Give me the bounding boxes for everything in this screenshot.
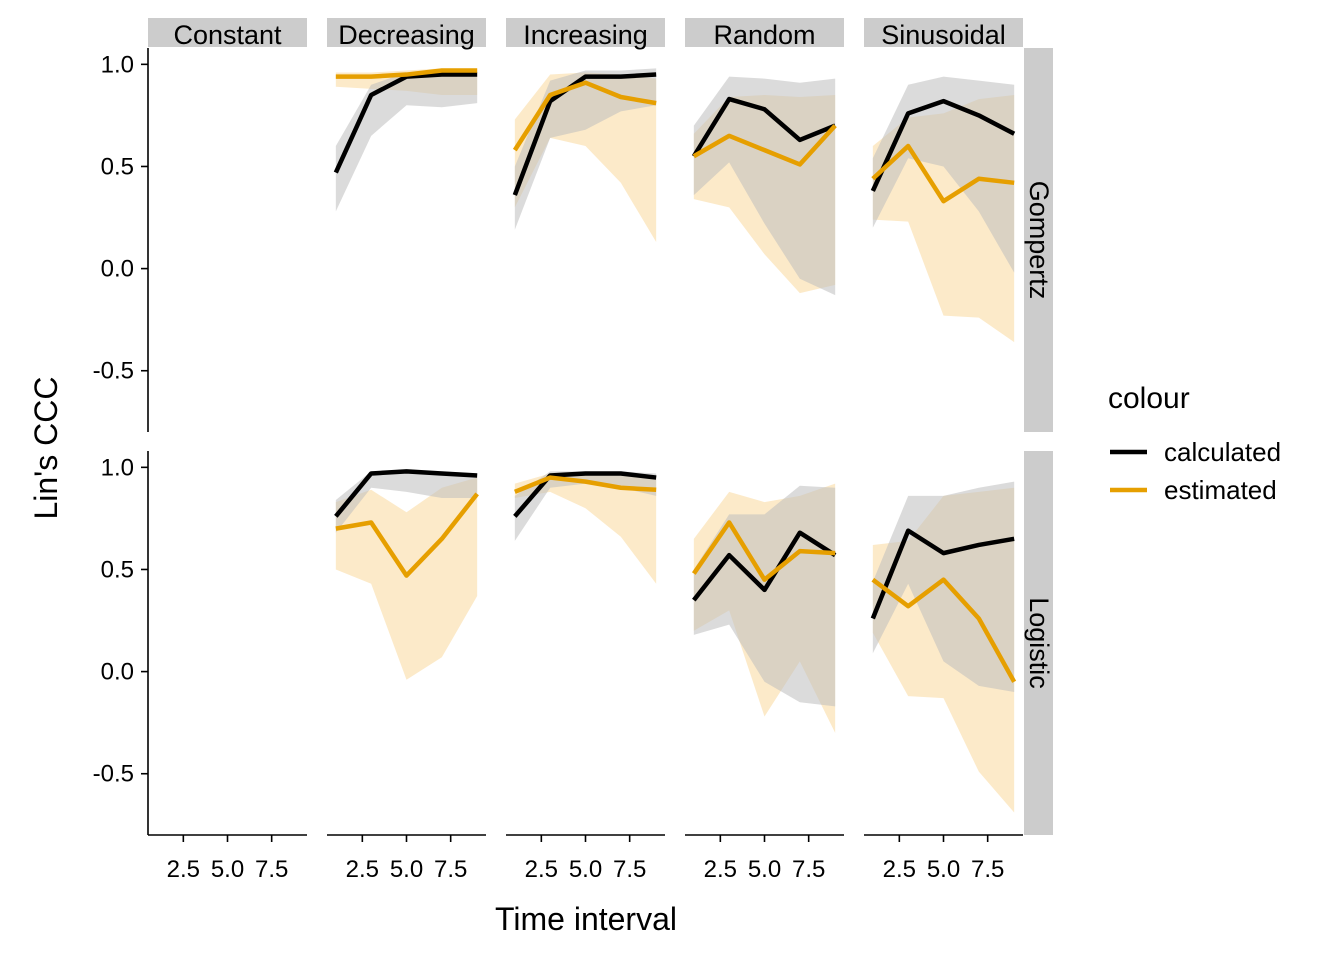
x-tick-label: 5.0 [390,856,423,883]
y-tick-label: 0.5 [101,556,134,583]
panel-gompertz-increasing [512,68,657,243]
legend: colour calculated estimated [1108,382,1281,505]
ribbon-calculated [693,485,836,707]
x-tick-label: 2.5 [167,856,200,883]
x-tick-label: 7.5 [792,856,825,883]
line-estimated [512,80,657,152]
x-tick-label: 7.5 [255,856,288,883]
line-calculated [513,471,657,518]
strip-logistic [1024,451,1053,835]
y-tick-label: -0.5 [93,358,134,385]
ribbon-estimated [514,473,657,584]
line-estimated [335,68,478,79]
strip-label-sinusoidal: Sinusoidal [881,20,1006,50]
y-tick-label: 1.0 [101,454,134,481]
y-tick-label: 0.0 [101,659,134,686]
y-tick-label: -0.5 [93,761,134,788]
line-estimated [871,143,1015,204]
line-estimated [691,520,836,582]
strip-label-increasing: Increasing [523,20,648,50]
axes-layer: Constant Decreasing Increasing Random Sinuso… [93,18,1054,883]
line-calculated [334,469,478,518]
line-estimated [692,124,837,167]
x-axis-title: Time interval [495,901,677,937]
line-estimated [335,492,479,578]
panel-gompertz-random [691,76,837,296]
strip-random [685,18,844,47]
panel-logistic-random [691,483,837,733]
panel-gompertz-sinusoidal [870,76,1016,343]
ribbon-calculated [693,76,836,296]
y-tick-label: 1.0 [101,51,134,78]
strip-gompertz [1024,48,1053,432]
ribbon-calculated [872,76,1015,273]
strip-decreasing [327,18,486,47]
y-tick-label: 0.5 [101,153,134,180]
x-tick-label: 5.0 [748,856,781,883]
x-tick-label: 2.5 [883,856,916,883]
line-estimated [871,577,1017,683]
y-tick-label: 0.0 [101,256,134,283]
ribbon-calculated [335,471,478,533]
strip-label-gompertz: Gompertz [1024,181,1054,300]
line-calculated [870,528,1015,620]
x-tick-label: 7.5 [613,856,646,883]
line-estimated [513,475,657,494]
strip-label-random: Random [713,20,815,50]
line-calculated [692,530,837,602]
legend-title: colour [1108,382,1190,415]
panel-logistic-increasing [513,471,657,584]
panel-logistic-sinusoidal [870,481,1017,813]
ribbon-calculated [514,471,657,541]
line-calculated [512,72,657,196]
panel-gompertz-decreasing [333,68,478,212]
x-tick-label: 5.0 [211,856,244,883]
y-axis-title: Lin's CCC [28,376,64,519]
line-calculated [870,98,1016,192]
x-tick-label: 5.0 [569,856,602,883]
ribbon-calculated [514,68,657,230]
strip-label-logistic: Logistic [1024,597,1054,689]
strip-label-constant: Constant [173,20,282,50]
legend-label-calculated: calculated [1164,437,1281,467]
strip-label-decreasing: Decreasing [338,20,475,50]
x-tick-label: 2.5 [704,856,737,883]
panels-layer [333,68,1017,813]
x-tick-label: 7.5 [971,856,1004,883]
ribbon-estimated [335,477,478,680]
panel-logistic-decreasing [334,469,479,680]
strip-constant [148,18,307,47]
x-tick-label: 2.5 [525,856,558,883]
ribbon-calculated [335,70,478,212]
legend-label-estimated: estimated [1164,475,1277,505]
x-tick-label: 2.5 [346,856,379,883]
x-tick-label: 5.0 [927,856,960,883]
x-tick-label: 7.5 [434,856,467,883]
strip-increasing [506,18,665,47]
line-calculated [691,96,837,158]
strip-sinusoidal [864,18,1023,47]
